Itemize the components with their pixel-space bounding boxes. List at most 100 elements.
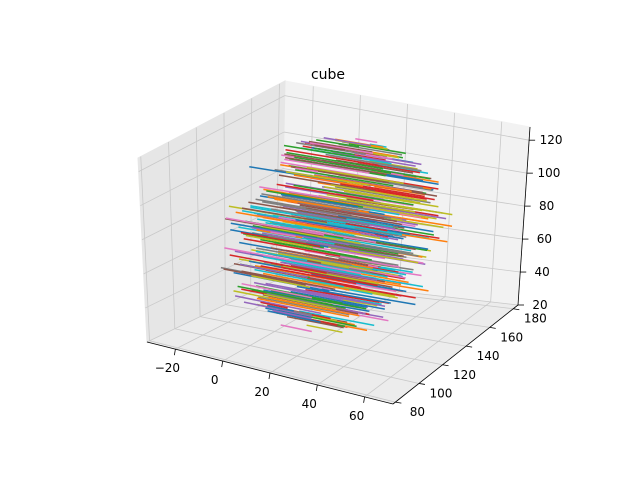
grid-y-floor xyxy=(149,340,396,403)
series-segment xyxy=(282,265,379,285)
series-segment xyxy=(280,193,359,208)
series-segment xyxy=(255,250,308,262)
grid-z-left xyxy=(138,95,285,172)
x-tick-label: 20 xyxy=(254,385,269,399)
series-segment xyxy=(299,310,375,327)
grid-x-floor xyxy=(364,301,491,398)
z-tick-label: 80 xyxy=(539,199,554,213)
series-segment xyxy=(296,285,391,304)
series-segment xyxy=(250,206,346,224)
series-segment xyxy=(235,211,334,230)
series-segment xyxy=(283,144,363,160)
grid-z-left xyxy=(140,131,285,207)
series-segment xyxy=(295,167,319,173)
series-segment xyxy=(330,184,427,202)
series-segment xyxy=(230,222,328,241)
series-segment xyxy=(365,188,427,200)
series-segment xyxy=(241,207,328,223)
series-segment xyxy=(306,166,404,185)
grid-y-left xyxy=(223,112,226,305)
series-segment xyxy=(248,201,347,220)
series-segment xyxy=(340,183,435,201)
series-segment xyxy=(285,171,370,186)
grid-z-left xyxy=(141,168,284,241)
series-segment xyxy=(284,158,370,174)
series-segment xyxy=(261,193,359,211)
grid-y-floor xyxy=(174,328,420,384)
series-segment xyxy=(280,261,378,281)
series-segment xyxy=(265,307,312,319)
series-segment xyxy=(323,136,372,147)
series-segment xyxy=(274,198,298,204)
series-segment xyxy=(265,282,361,302)
series-segment xyxy=(348,143,406,155)
series-segment xyxy=(256,297,350,318)
z-tick-label: 100 xyxy=(537,166,560,180)
grid-y-left xyxy=(250,98,253,293)
series-segment xyxy=(239,263,308,278)
series-segment xyxy=(251,275,311,289)
series-segment xyxy=(282,195,371,211)
series-segment xyxy=(293,184,392,203)
x-tick-label: 60 xyxy=(349,409,364,423)
x-tick xyxy=(363,396,366,403)
grid-y-left xyxy=(275,83,280,281)
series-segment xyxy=(285,149,379,167)
series-segment xyxy=(271,221,369,241)
series-segment xyxy=(371,170,439,183)
series-segment xyxy=(225,217,325,236)
series-segment xyxy=(314,144,346,151)
series-segment xyxy=(265,221,303,230)
grid-z-back xyxy=(284,95,530,141)
series-segment xyxy=(311,273,407,293)
series-segment xyxy=(337,214,434,233)
series-segment xyxy=(241,282,313,299)
series-segment xyxy=(259,186,339,201)
x-tick-label: 0 xyxy=(211,373,219,387)
series-segment xyxy=(304,249,400,268)
grid-y-floor xyxy=(200,316,443,366)
series-segment xyxy=(295,169,394,187)
series-segment xyxy=(307,278,402,297)
series-segment xyxy=(286,315,344,329)
series-segment xyxy=(292,201,392,219)
series-segment xyxy=(266,292,345,311)
series-segment xyxy=(262,272,350,291)
series-segment xyxy=(229,254,327,274)
grid-x-back xyxy=(444,112,456,297)
series-segment xyxy=(295,218,393,238)
series-segment xyxy=(284,153,382,171)
series-segment xyxy=(263,254,362,275)
series-segment xyxy=(262,225,361,245)
series-segment xyxy=(237,285,333,306)
series-segment xyxy=(280,266,378,287)
series-segment xyxy=(243,237,341,257)
series-segment xyxy=(262,201,360,220)
series-segment xyxy=(243,301,313,318)
y-tick xyxy=(395,401,402,404)
series-segment xyxy=(341,299,378,307)
grid-x-back xyxy=(490,121,503,302)
series-segment xyxy=(263,256,361,276)
series-segment xyxy=(261,232,359,251)
grid-y-left xyxy=(140,156,150,341)
y-tick xyxy=(442,364,449,367)
y-tick-label: 120 xyxy=(453,368,476,382)
series-segment xyxy=(308,140,373,153)
series-segment xyxy=(280,324,312,333)
series-segment xyxy=(355,137,378,144)
series-segment xyxy=(294,156,392,175)
y-tick-label: 80 xyxy=(410,405,425,419)
series-segment xyxy=(234,295,322,315)
series-segment xyxy=(338,257,414,271)
series-segment xyxy=(271,208,370,227)
series-segment xyxy=(260,238,359,258)
y-tick xyxy=(513,308,520,311)
series-segment xyxy=(290,258,388,278)
series-segment xyxy=(326,193,423,212)
series-segment xyxy=(306,324,343,334)
x-tick-label: −20 xyxy=(155,361,180,375)
series-segment xyxy=(305,289,380,303)
series-segment xyxy=(272,309,312,320)
